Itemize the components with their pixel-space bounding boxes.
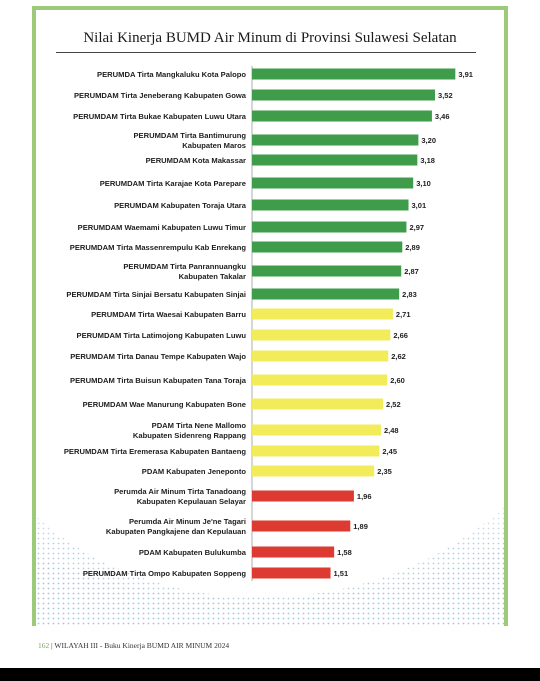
bar	[252, 199, 409, 211]
category-label: PERUMDAM Tirta Jeneberang Kabupaten Gowa	[74, 91, 247, 100]
bar	[252, 490, 354, 502]
category-label: PERUMDA Tirta Mangkaluku Kota Palopo	[97, 70, 246, 79]
bar	[252, 445, 380, 457]
category-label: PDAM Tirta Nene Mallomo	[152, 421, 247, 430]
bar-value-label: 1,89	[353, 522, 368, 531]
bar	[252, 241, 403, 253]
bar-value-label: 1,96	[357, 492, 372, 501]
category-label: Kabupaten Maros	[182, 141, 246, 150]
bar	[252, 68, 456, 80]
bar	[252, 329, 391, 341]
category-label: PERUMDAM Tirta Waesai Kabupaten Barru	[91, 310, 246, 319]
category-label: Kabupaten Takalar	[179, 272, 246, 281]
bar-value-label: 3,46	[435, 112, 450, 121]
bar	[252, 567, 331, 579]
bar-value-label: 2,83	[402, 290, 417, 299]
bar-value-label: 3,52	[438, 91, 453, 100]
bar	[252, 520, 351, 532]
bar-value-label: 2,89	[405, 243, 420, 252]
category-label: PERUMDAM Tirta Panrannuangku	[123, 262, 246, 271]
category-label: PERUMDAM Tirta Danau Tempe Kabupaten Waj…	[70, 352, 246, 361]
category-label: PERUMDAM Tirta Karajae Kota Parepare	[100, 179, 246, 188]
bar	[252, 288, 400, 300]
category-label: PERUMDAM Tirta Massenrempulu Kab Enrekan…	[70, 243, 247, 252]
category-label: PDAM Kabupaten Bulukumba	[139, 548, 247, 557]
bar	[252, 308, 393, 320]
bar-value-label: 1,58	[337, 548, 352, 557]
chart-title: Nilai Kinerja BUMD Air Minum di Provinsi…	[83, 30, 457, 46]
title-underline	[56, 52, 476, 53]
category-label: PERUMDAM Tirta Eremerasa Kabupaten Banta…	[64, 447, 247, 456]
category-label: PERUMDAM Tirta Latimojong Kabupaten Luwu	[77, 331, 247, 340]
bar-value-label: 3,91	[458, 70, 473, 79]
green-frame-left	[32, 6, 36, 626]
category-label: PERUMDAM Waemami Kabupaten Luwu Timur	[78, 223, 246, 232]
page-footer: 162 | WILAYAH III - Buku Kinerja BUMD AI…	[38, 641, 229, 650]
bar	[252, 350, 389, 362]
category-label: Kabupaten Pangkajene dan Kepulauan	[106, 527, 246, 536]
green-frame-right	[504, 6, 508, 626]
bar	[252, 221, 407, 233]
bar	[252, 374, 388, 386]
category-label: PERUMDAM Kabupaten Toraja Utara	[114, 201, 247, 210]
bar-value-label: 2,87	[404, 267, 419, 276]
bar-value-label: 3,18	[420, 156, 435, 165]
bar-value-label: 2,97	[409, 223, 424, 232]
green-frame-top	[32, 6, 508, 10]
bar-value-label: 2,52	[386, 400, 401, 409]
bar	[252, 398, 384, 410]
page-number: 162	[38, 641, 50, 650]
category-label: PERUMDAM Tirta Bukae Kabupaten Luwu Utar…	[73, 112, 247, 121]
bar-value-label: 2,35	[377, 467, 392, 476]
bar	[252, 154, 418, 166]
category-label: Kabupaten Sidenreng Rappang	[133, 431, 246, 440]
bar	[252, 265, 402, 277]
category-label: PERUMDAM Tirta Bantimurung	[133, 131, 246, 140]
bar-value-label: 2,71	[396, 310, 411, 319]
bar	[252, 177, 414, 189]
bar	[252, 110, 432, 122]
bar	[252, 134, 419, 146]
bar-value-label: 2,60	[390, 376, 405, 385]
category-label: Perumda Air Minum Je'ne Tagari	[129, 517, 246, 526]
bar-value-label: 3,20	[421, 136, 436, 145]
bar-value-label: 1,51	[334, 569, 349, 578]
bar-value-label: 3,01	[412, 201, 427, 210]
category-label: PDAM Kabupaten Jeneponto	[142, 467, 247, 476]
bar	[252, 89, 436, 101]
category-label: PERUMDAM Wae Manurung Kabupaten Bone	[83, 400, 246, 409]
decorative-dot-pattern	[36, 476, 504, 626]
bar	[252, 546, 335, 558]
bottom-black-bar	[0, 668, 540, 681]
footer-text: | WILAYAH III - Buku Kinerja BUMD AIR MI…	[51, 641, 230, 650]
category-label: PERUMDAM Tirta Buisun Kabupaten Tana Tor…	[70, 376, 247, 385]
bar-value-label: 2,62	[391, 352, 406, 361]
bar-value-label: 2,48	[384, 426, 399, 435]
bar	[252, 424, 381, 436]
bar-value-label: 2,66	[393, 331, 408, 340]
category-label: Kabupaten Kepulauan Selayar	[137, 497, 246, 506]
category-label: PERUMDAM Kota Makassar	[146, 156, 246, 165]
bar-value-label: 2,45	[382, 447, 397, 456]
bar	[252, 465, 375, 477]
category-label: PERUMDAM Tirta Ompo Kabupaten Soppeng	[83, 569, 246, 578]
category-label: PERUMDAM Tirta Sinjai Bersatu Kabupaten …	[66, 290, 246, 299]
category-label: Perumda Air Minum Tirta Tanadoang	[114, 487, 246, 496]
bar-value-label: 3,10	[416, 179, 431, 188]
